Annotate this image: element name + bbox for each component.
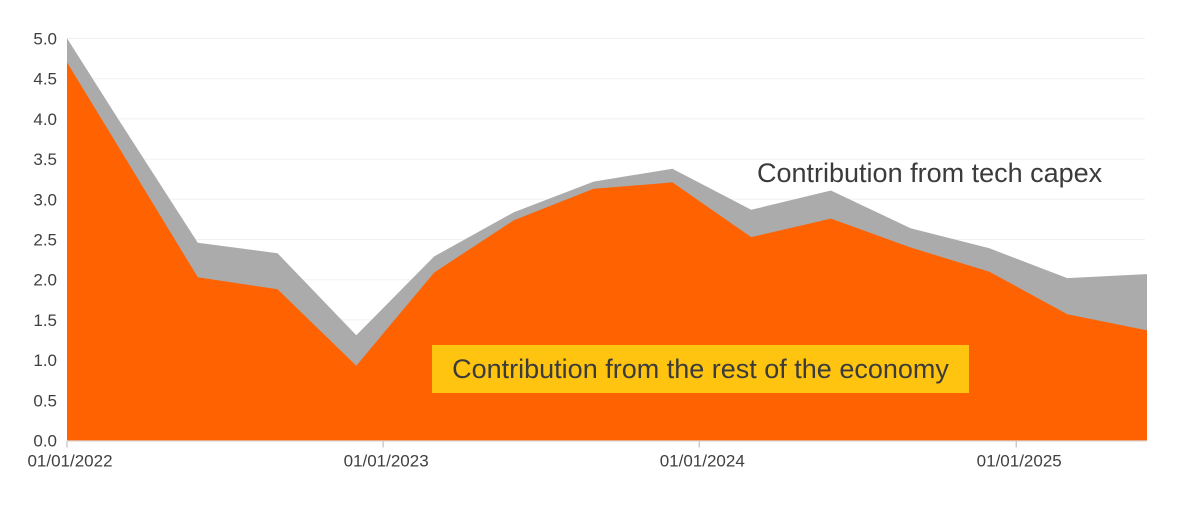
x-tick-label: 01/01/2022 [27,452,112,471]
y-tick-label: 3.0 [33,190,57,209]
x-axis [66,440,1147,448]
y-tick-label: 4.0 [33,110,57,129]
y-tick-label: 1.0 [33,351,57,370]
y-tick-label: 0.5 [33,391,57,410]
y-tick-label: 3.5 [33,150,57,169]
y-tick-label: 0.0 [33,432,57,451]
x-tick-label: 01/01/2025 [977,452,1062,471]
series-label-rest-of-economy: Contribution from the rest of the econom… [432,345,969,393]
y-tick-label: 1.5 [33,311,57,330]
series-label-tech-capex: Contribution from tech capex [757,158,1103,188]
x-tick-label: 01/01/2024 [660,452,745,471]
y-tick-label: 5.0 [33,30,57,49]
x-tick-label: 01/01/2023 [344,452,429,471]
y-tick-label: 2.0 [33,271,57,290]
y-tick-label: 2.5 [33,231,57,250]
y-tick-label: 4.5 [33,70,57,89]
y-tick-labels: 0.0 0.5 1.0 1.5 2.0 2.5 3.0 3.5 4.0 4.5 5.0 [33,30,57,451]
x-tick-labels: 01/01/2022 01/01/2023 01/01/2024 01/01/2025 [27,452,1061,471]
